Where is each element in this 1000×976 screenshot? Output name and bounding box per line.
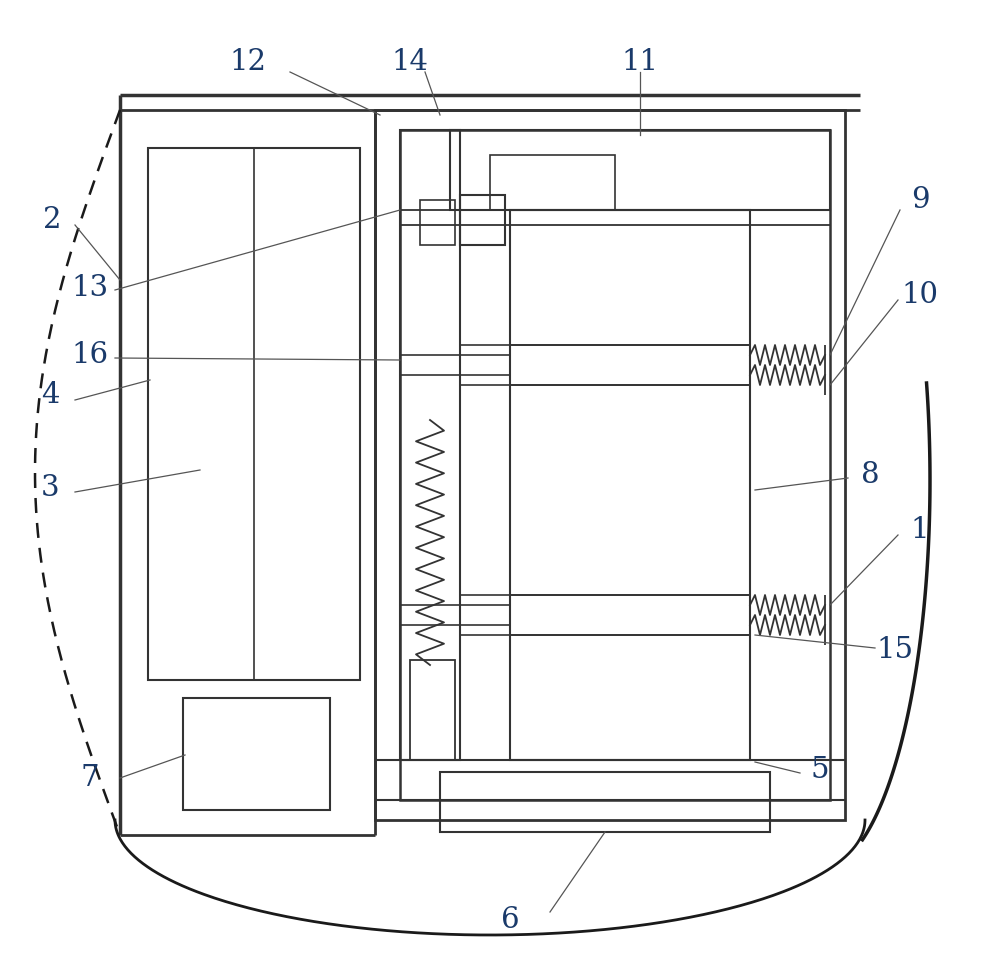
Text: 1: 1 — [911, 516, 929, 544]
Text: 13: 13 — [71, 274, 109, 302]
Text: 2: 2 — [43, 206, 61, 234]
Bar — [490, 155, 615, 210]
Text: 7: 7 — [81, 764, 99, 792]
Bar — [510, 595, 750, 635]
Text: 14: 14 — [392, 48, 428, 76]
Text: 15: 15 — [876, 636, 914, 664]
Bar — [400, 130, 830, 800]
Text: 16: 16 — [71, 341, 109, 369]
Text: 9: 9 — [911, 186, 929, 214]
Text: 4: 4 — [41, 381, 59, 409]
Bar — [148, 148, 360, 680]
Bar — [510, 210, 750, 760]
Text: 8: 8 — [861, 461, 879, 489]
Text: 3: 3 — [41, 474, 59, 502]
Bar — [440, 772, 770, 832]
Bar — [510, 345, 750, 385]
Bar — [183, 698, 330, 810]
Bar — [375, 110, 845, 820]
Text: 11: 11 — [622, 48, 658, 76]
Text: 12: 12 — [230, 48, 266, 76]
Bar — [460, 195, 505, 245]
Bar — [450, 130, 830, 210]
Text: 10: 10 — [902, 281, 938, 309]
Bar — [400, 130, 460, 760]
Text: 5: 5 — [811, 756, 829, 784]
Bar — [420, 200, 455, 245]
Bar — [410, 660, 455, 760]
Text: 6: 6 — [501, 906, 519, 934]
